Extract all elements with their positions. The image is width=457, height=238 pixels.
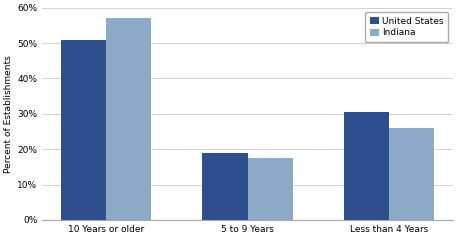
Bar <box>344 112 389 220</box>
Bar <box>389 128 434 220</box>
Legend: United States, Indiana: United States, Indiana <box>365 12 448 42</box>
Bar <box>106 18 151 220</box>
Bar <box>248 158 293 220</box>
Y-axis label: Percent of Establishments: Percent of Establishments <box>4 55 13 173</box>
Bar <box>202 153 248 220</box>
Bar <box>61 40 106 220</box>
